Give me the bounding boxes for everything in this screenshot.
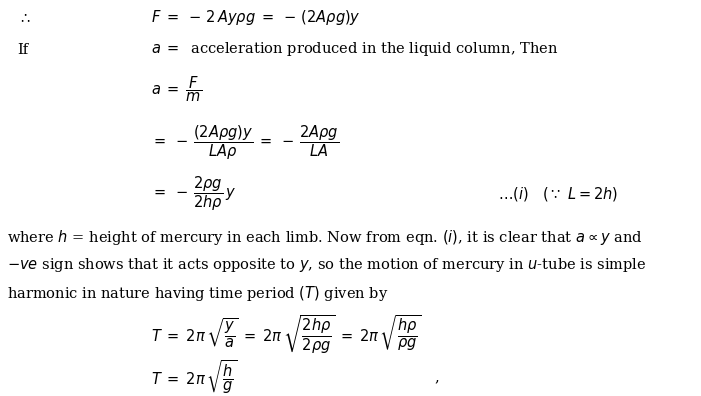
Text: harmonic in nature having time period $(T)$ given by: harmonic in nature having time period $(…	[7, 284, 388, 303]
Text: $=\;-\,\dfrac{(2A\rho g)y}{LA\rho}\;=\;-\,\dfrac{2A\rho g}{LA}$: $=\;-\,\dfrac{(2A\rho g)y}{LA\rho}\;=\;-…	[151, 123, 339, 162]
Text: $a\;=\;$ acceleration produced in the liquid column, Then: $a\;=\;$ acceleration produced in the li…	[151, 40, 558, 59]
Text: $T\;=\;2\pi\,\sqrt{\dfrac{h}{g}}$: $T\;=\;2\pi\,\sqrt{\dfrac{h}{g}}$	[151, 358, 237, 396]
Text: $-ve$ sign shows that it acts opposite to $y$, so the motion of mercury in $u$-t: $-ve$ sign shows that it acts opposite t…	[7, 256, 646, 274]
Text: $\therefore$: $\therefore$	[18, 11, 31, 25]
Text: where $h$ = height of mercury in each limb. Now from eqn. $(i)$, it is clear tha: where $h$ = height of mercury in each li…	[7, 228, 643, 247]
Text: $=\;-\,\dfrac{2\rho g}{2h\rho}\,y$: $=\;-\,\dfrac{2\rho g}{2h\rho}\,y$	[151, 175, 236, 213]
Text: $a\;=\;\dfrac{F}{m}$: $a\;=\;\dfrac{F}{m}$	[151, 74, 202, 104]
Text: $T\;=\;2\pi\,\sqrt{\dfrac{y}{a}}\;=\;2\pi\,\sqrt{\dfrac{2h\rho}{2\rho g}}\;=\;2\: $T\;=\;2\pi\,\sqrt{\dfrac{y}{a}}\;=\;2\p…	[151, 314, 421, 356]
Text: If: If	[18, 42, 29, 57]
Text: $F\;=\;-\,2\,Ay\rho g\;=\;-\,(2A\rho g)y$: $F\;=\;-\,2\,Ay\rho g\;=\;-\,(2A\rho g)y…	[151, 8, 360, 27]
Text: ,: ,	[435, 370, 440, 384]
Text: $\ldots(i)\quad(\because\;L=2h)$: $\ldots(i)\quad(\because\;L=2h)$	[498, 185, 618, 203]
